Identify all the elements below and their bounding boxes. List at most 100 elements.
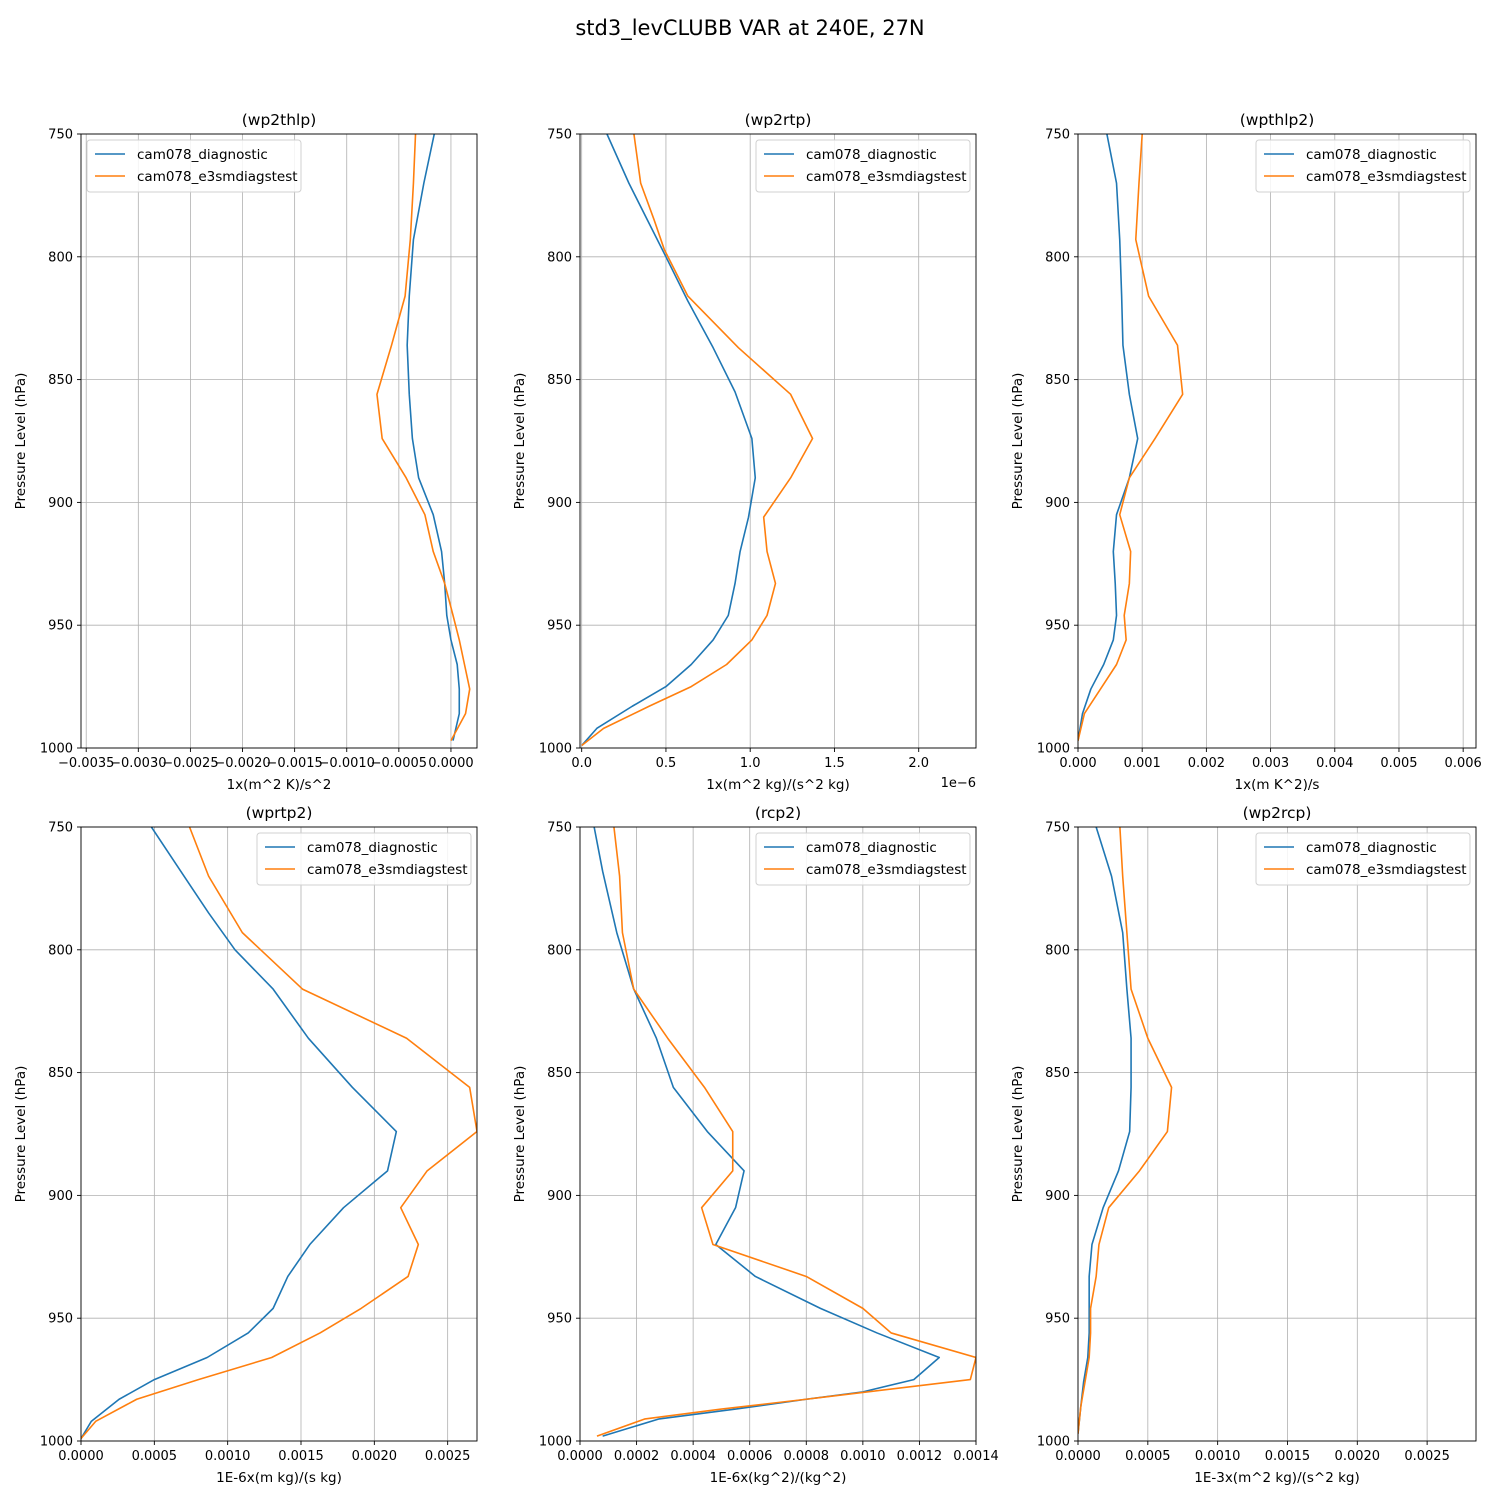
y-tick-label: 850	[48, 373, 73, 388]
x-tick-label: 0.0025	[425, 1449, 471, 1464]
x-tick-label: 0.0025	[1404, 1449, 1450, 1464]
x-tick-label: −0.0010	[319, 756, 375, 771]
subplot-title: (wpthlp2)	[1240, 111, 1315, 129]
series-lines	[1078, 134, 1184, 741]
y-axis-label: Pressure Level (hPa)	[512, 373, 528, 510]
legend-entry: cam078_e3smdiagstest	[806, 862, 967, 878]
y-tick-label: 750	[1045, 821, 1070, 836]
y-tick-label: 800	[48, 943, 73, 958]
series-line-cam078_diagnostic	[1078, 134, 1139, 741]
y-tick-label: 950	[547, 619, 572, 634]
x-tick-label: 0.0000	[428, 756, 474, 771]
y-tick-label: 800	[547, 943, 572, 958]
y-tick-label: 1000	[40, 1435, 73, 1450]
x-tick-label: 0.000	[1059, 756, 1096, 771]
legend-entry: cam078_e3smdiagstest	[806, 169, 967, 185]
x-tick-label: 0.0020	[352, 1449, 398, 1464]
legend: cam078_diagnostic cam078_e3smdiagstest	[256, 832, 472, 886]
x-tick-label: 0.0015	[1265, 1449, 1311, 1464]
y-tick-label: 800	[1045, 943, 1070, 958]
y-tick-label: 950	[1045, 1312, 1070, 1327]
y-tick-label: 1000	[40, 742, 73, 757]
subplot-title: (wp2thlp)	[242, 111, 317, 129]
x-tick-label: 0.003	[1252, 756, 1289, 771]
legend: cam078_diagnostic cam078_e3smdiagstest	[1255, 832, 1471, 886]
series-line-cam078_diagnostic	[593, 827, 941, 1437]
y-tick-label: 1000	[1037, 1435, 1070, 1450]
legend: cam078_diagnostic cam078_e3smdiagstest	[1255, 139, 1471, 193]
legend-box	[1255, 832, 1471, 886]
subplot-title: (rcp2)	[755, 804, 801, 822]
series-lines	[1078, 827, 1173, 1434]
x-tick-label: 0.0010	[205, 1449, 251, 1464]
x-tick-label: 0.0012	[897, 1449, 943, 1464]
y-axis-label: Pressure Level (hPa)	[13, 1066, 29, 1203]
y-tick-label: 850	[48, 1066, 73, 1081]
legend-entry: cam078_diagnostic	[806, 840, 937, 856]
y-tick-label: 850	[1045, 373, 1070, 388]
subplot-2: 0.0 0.5 1.0 1.5 2.0 750 800 850 900 950 1000 (wp2rt…	[512, 111, 977, 793]
series-line-cam078_diagnostic	[406, 134, 461, 741]
y-tick-label: 950	[547, 1312, 572, 1327]
x-tick-label: 0.0014	[953, 1449, 999, 1464]
x-tick-label: 0.0010	[1195, 1449, 1241, 1464]
y-tick-label: 900	[1045, 496, 1070, 511]
x-tick-label: 0.002	[1188, 756, 1225, 771]
x-tick-label: 0.0005	[132, 1449, 178, 1464]
figure-title: std3_levCLUBB VAR at 240E, 27N	[575, 16, 925, 40]
legend-entry: cam078_diagnostic	[137, 147, 268, 163]
x-axis-label: 1E-6x(kg^2)/(kg^2)	[710, 1470, 847, 1486]
x-offset-label: 1e−6	[941, 776, 976, 791]
y-axis-label: Pressure Level (hPa)	[1010, 1066, 1026, 1203]
legend-entry: cam078_e3smdiagstest	[1306, 862, 1467, 878]
legend-entry: cam078_diagnostic	[307, 840, 438, 856]
y-tick-label: 750	[48, 821, 73, 836]
y-tick-label: 900	[547, 1189, 572, 1204]
x-tick-label: 0.0010	[840, 1449, 886, 1464]
y-tick-label: 850	[547, 1066, 572, 1081]
x-tick-label: 0.006	[1445, 756, 1482, 771]
x-tick-label: 2.0	[908, 756, 929, 771]
x-axis-label: 1E-3x(m^2 kg)/(s^2 kg)	[1194, 1470, 1360, 1486]
axes-frame	[80, 133, 478, 749]
legend-box	[755, 832, 971, 886]
legend-entry: cam078_diagnostic	[806, 147, 937, 163]
axes-frame	[1077, 826, 1477, 1442]
subplot-1: −0.0035−0.0030−0.0025−0.0020−0.0015−0.00…	[13, 111, 478, 793]
y-tick-label: 900	[1045, 1189, 1070, 1204]
x-axis-label: 1x(m K^2)/s	[1235, 777, 1320, 793]
x-tick-label: −0.0030	[110, 756, 166, 771]
x-tick-label: 0.0020	[1335, 1449, 1381, 1464]
legend-entry: cam078_e3smdiagstest	[1306, 169, 1467, 185]
legend-entry: cam078_e3smdiagstest	[137, 169, 298, 185]
legend: cam078_diagnostic cam078_e3smdiagstest	[86, 139, 302, 193]
y-tick-label: 750	[547, 821, 572, 836]
x-tick-label: 0.0000	[557, 1449, 603, 1464]
legend-box	[1255, 139, 1471, 193]
legend-box	[256, 832, 472, 886]
x-tick-label: 0.5	[656, 756, 677, 771]
subplot-title: (wp2rcp)	[1243, 804, 1312, 822]
x-tick-label: −0.0020	[214, 756, 270, 771]
x-tick-label: 0.0004	[670, 1449, 716, 1464]
x-tick-label: 0.001	[1124, 756, 1161, 771]
y-tick-label: 800	[48, 250, 73, 265]
y-tick-label: 850	[1045, 1066, 1070, 1081]
series-lines	[81, 827, 477, 1440]
x-tick-label: 0.0006	[727, 1449, 773, 1464]
x-tick-label: 0.0008	[784, 1449, 830, 1464]
subplot-title: (wprtp2)	[246, 804, 313, 822]
y-tick-label: 900	[48, 496, 73, 511]
subplot-title: (wp2rtp)	[745, 111, 812, 129]
y-tick-label: 850	[547, 373, 572, 388]
y-axis-label: Pressure Level (hPa)	[13, 373, 29, 510]
subplot-4: 0.0000 0.0005 0.0010 0.0015 0.0020 0.0025 750 8…	[13, 804, 478, 1486]
subplot-5: 0.0000 0.0002 0.0004 0.0006 0.0008 0.0010 0.00…	[512, 804, 999, 1486]
x-axis-label: 1x(m^2 K)/s^2	[227, 777, 332, 793]
legend: cam078_diagnostic cam078_e3smdiagstest	[755, 139, 971, 193]
legend-box	[86, 139, 302, 193]
x-tick-label: 0.0015	[278, 1449, 324, 1464]
series-lines	[593, 827, 976, 1437]
legend-entry: cam078_e3smdiagstest	[307, 862, 468, 878]
